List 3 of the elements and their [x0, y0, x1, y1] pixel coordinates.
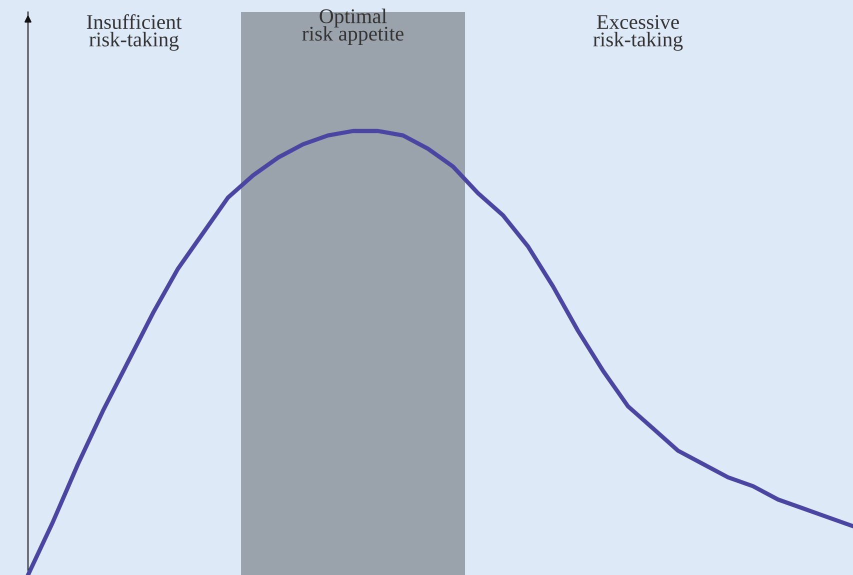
text: Excessive risk-taking [593, 15, 683, 51]
text: Insufficient risk-taking [86, 14, 182, 51]
text: Optimal risk appetite [302, 8, 404, 45]
